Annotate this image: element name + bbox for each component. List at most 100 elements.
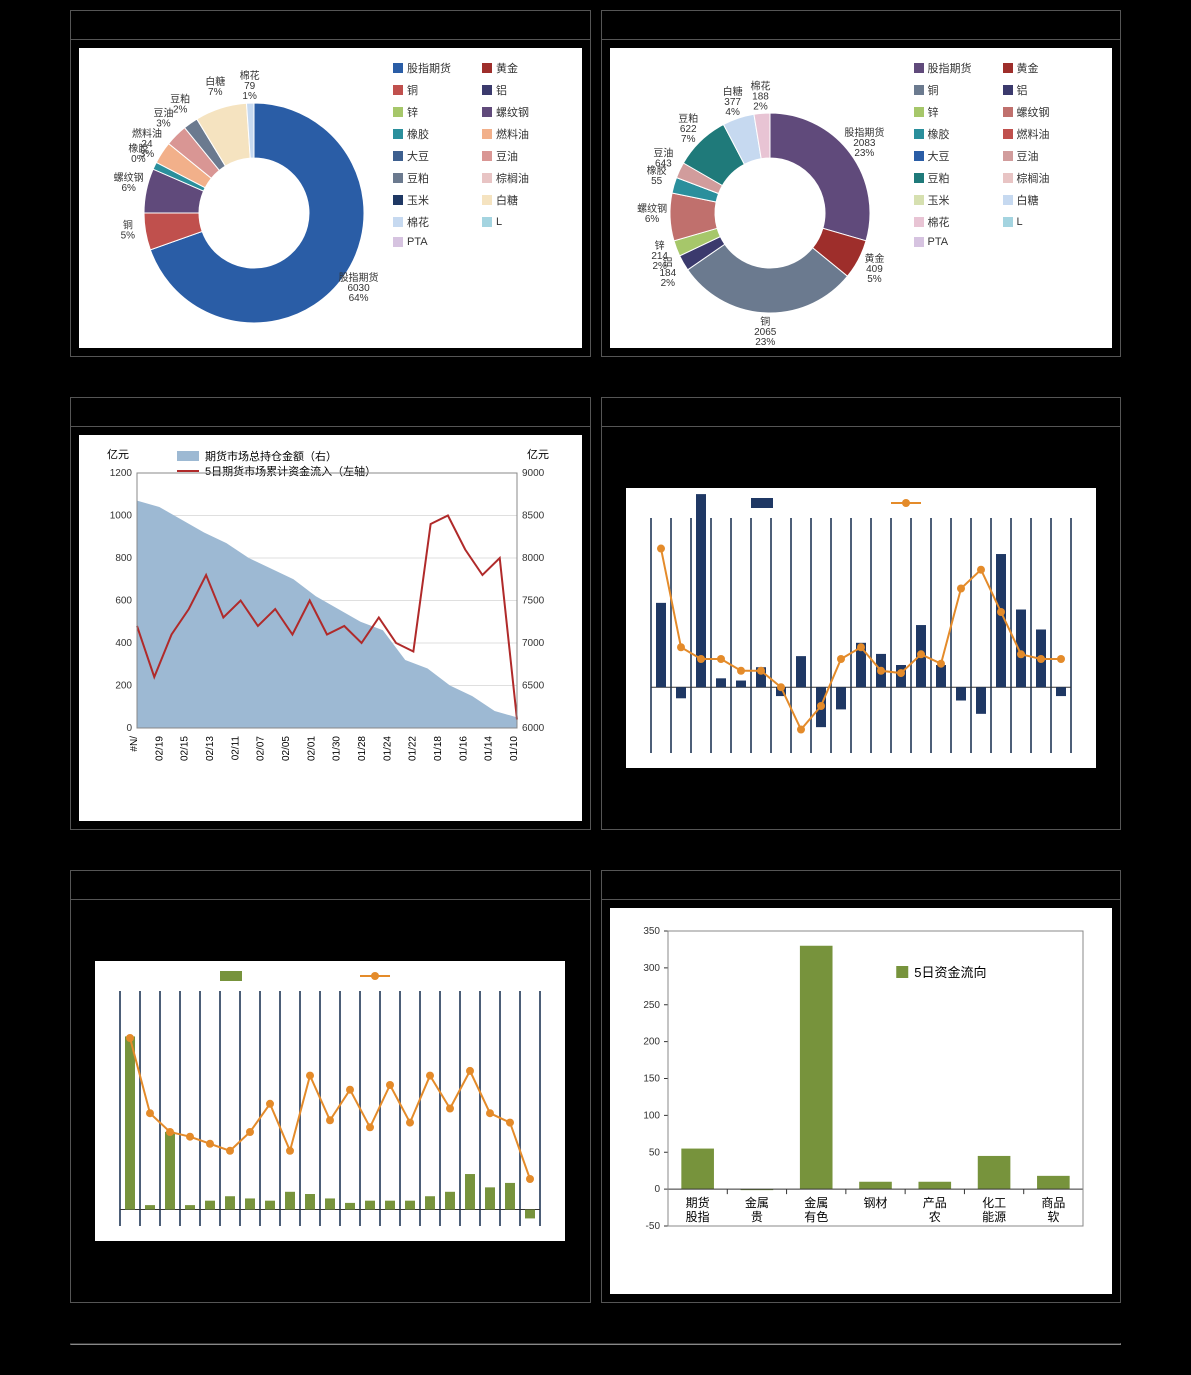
svg-text:55: 55	[651, 176, 663, 187]
svg-text:7%: 7%	[681, 134, 696, 145]
svg-text:0: 0	[126, 723, 132, 734]
green-bar-chart: -500501001502002503003505日资金流向期货股指金属贵金属有…	[618, 916, 1098, 1271]
svg-text:亿元: 亿元	[107, 448, 129, 461]
svg-text:期货: 期货	[685, 1195, 709, 1210]
svg-text:3%: 3%	[140, 149, 155, 160]
svg-text:800: 800	[115, 553, 132, 564]
svg-text:5日资金流向: 5日资金流向	[914, 965, 986, 980]
svg-text:1000: 1000	[110, 511, 133, 522]
legend-item: 大豆	[393, 148, 478, 164]
svg-text:9000: 9000	[522, 468, 545, 479]
svg-text:23%: 23%	[755, 337, 775, 348]
svg-text:贵: 贵	[750, 1210, 762, 1224]
svg-text:6500: 6500	[522, 681, 545, 692]
svg-text:250: 250	[643, 1000, 660, 1011]
svg-text:300: 300	[643, 963, 660, 974]
chart-cell-combo-green	[70, 870, 591, 1303]
svg-text:7500: 7500	[522, 596, 545, 607]
legend-item: 白糖	[482, 192, 567, 208]
legend-item: 白糖	[1003, 192, 1088, 208]
svg-text:01/10: 01/10	[509, 736, 520, 761]
svg-text:2%: 2%	[652, 261, 667, 272]
legend-item: 玉米	[393, 192, 478, 208]
legend-item: 棕榈油	[1003, 170, 1088, 186]
legend-item: PTA	[914, 236, 999, 248]
svg-text:400: 400	[115, 638, 132, 649]
svg-text:金属: 金属	[804, 1195, 828, 1210]
svg-text:02/15: 02/15	[180, 736, 191, 761]
svg-text:软: 软	[1047, 1210, 1059, 1224]
legend-item: 橡胶	[393, 126, 478, 142]
legend-item: 豆油	[1003, 148, 1088, 164]
legend-item: L	[1003, 214, 1088, 230]
svg-text:亿元: 亿元	[527, 448, 549, 461]
donut-chart-left: 股指期货603064%铜5%螺纹钢6%橡胶0%燃料油243%豆油3%豆粕2%白糖…	[79, 48, 389, 348]
svg-text:股指: 股指	[685, 1209, 709, 1224]
legend-item: L	[482, 214, 567, 230]
legend-item: 股指期货	[393, 60, 478, 76]
legend-item: 玉米	[914, 192, 999, 208]
svg-text:1200: 1200	[110, 468, 133, 479]
legend-item: 螺纹钢	[1003, 104, 1088, 120]
legend-item: 棉花	[393, 214, 478, 230]
chart-cell-green-bar: -500501001502002503003505日资金流向期货股指金属贵金属有…	[601, 870, 1122, 1303]
legend-item: PTA	[393, 236, 478, 248]
svg-text:产品: 产品	[922, 1196, 946, 1210]
svg-text:6%: 6%	[644, 214, 659, 225]
svg-text:02/13: 02/13	[205, 736, 216, 761]
chart-cell-area-line: 期货市场总持仓金额（右）5日期货市场累计资金流入（左轴）亿元亿元02004006…	[70, 397, 591, 830]
svg-text:期货市场总持仓金额（右）: 期货市场总持仓金额（右）	[205, 449, 337, 463]
svg-text:-50: -50	[645, 1221, 660, 1232]
svg-text:2%: 2%	[753, 101, 768, 112]
bar-line-chart-blue	[626, 488, 1096, 768]
legend-item: 豆油	[482, 148, 567, 164]
legend-item: 铝	[482, 82, 567, 98]
chart-cell-donut-right: 股指期货208323%黄金4095%铜206523%铝1842%锌2142%螺纹…	[601, 10, 1122, 357]
legend-item: 铝	[1003, 82, 1088, 98]
svg-text:5日期货市场累计资金流入（左轴）: 5日期货市场累计资金流入（左轴）	[205, 464, 376, 478]
svg-text:23%: 23%	[854, 148, 874, 159]
svg-text:64%: 64%	[349, 293, 369, 304]
legend-item: 黄金	[482, 60, 567, 76]
svg-text:02/19: 02/19	[154, 736, 165, 761]
area-line-chart: 期货市场总持仓金额（右）5日期货市场累计资金流入（左轴）亿元亿元02004006…	[87, 443, 567, 798]
svg-text:7000: 7000	[522, 638, 545, 649]
svg-text:200: 200	[643, 1037, 660, 1048]
svg-text:100: 100	[643, 1110, 660, 1121]
legend-item: 豆粕	[914, 170, 999, 186]
legend-item: 股指期货	[914, 60, 999, 76]
svg-text:01/24: 01/24	[382, 736, 393, 761]
legend-item: 螺纹钢	[482, 104, 567, 120]
svg-text:2%: 2%	[660, 278, 675, 289]
svg-text:02/07: 02/07	[256, 736, 267, 761]
svg-text:金属: 金属	[744, 1195, 768, 1210]
svg-text:600: 600	[115, 596, 132, 607]
svg-text:8000: 8000	[522, 553, 545, 564]
legend-item: 棉花	[914, 214, 999, 230]
svg-text:7%: 7%	[208, 87, 223, 98]
svg-text:01/14: 01/14	[484, 736, 495, 761]
legend-item: 黄金	[1003, 60, 1088, 76]
legend-item: 锌	[914, 104, 999, 120]
svg-text:643: 643	[655, 158, 672, 169]
svg-text:4%: 4%	[725, 107, 740, 118]
svg-text:#N/: #N/	[129, 736, 140, 752]
legend-item: 豆粕	[393, 170, 478, 186]
svg-text:化工: 化工	[982, 1196, 1006, 1210]
legend-item: 燃料油	[1003, 126, 1088, 142]
donut-right-legend: 股指期货黄金铜铝锌螺纹钢橡胶燃料油大豆豆油豆粕棕榈油玉米白糖棉花LPTA	[910, 48, 1092, 348]
svg-text:01/28: 01/28	[357, 736, 368, 761]
bar-line-chart-green	[95, 961, 565, 1241]
chart-cell-donut-left: 股指期货603064%铜5%螺纹钢6%橡胶0%燃料油243%豆油3%豆粕2%白糖…	[70, 10, 591, 357]
svg-text:1%: 1%	[242, 91, 257, 102]
svg-text:6%: 6%	[121, 183, 136, 194]
svg-text:有色: 有色	[804, 1210, 828, 1224]
svg-text:02/11: 02/11	[230, 736, 241, 761]
svg-text:02/05: 02/05	[281, 736, 292, 761]
svg-text:农: 农	[928, 1210, 940, 1224]
svg-text:0: 0	[654, 1184, 660, 1195]
legend-item: 橡胶	[914, 126, 999, 142]
svg-text:3%: 3%	[156, 118, 171, 129]
donut-chart-right: 股指期货208323%黄金4095%铜206523%铝1842%锌2142%螺纹…	[610, 48, 910, 348]
donut-left-legend: 股指期货黄金铜铝锌螺纹钢橡胶燃料油大豆豆油豆粕棕榈油玉米白糖棉花LPTA	[389, 48, 571, 348]
